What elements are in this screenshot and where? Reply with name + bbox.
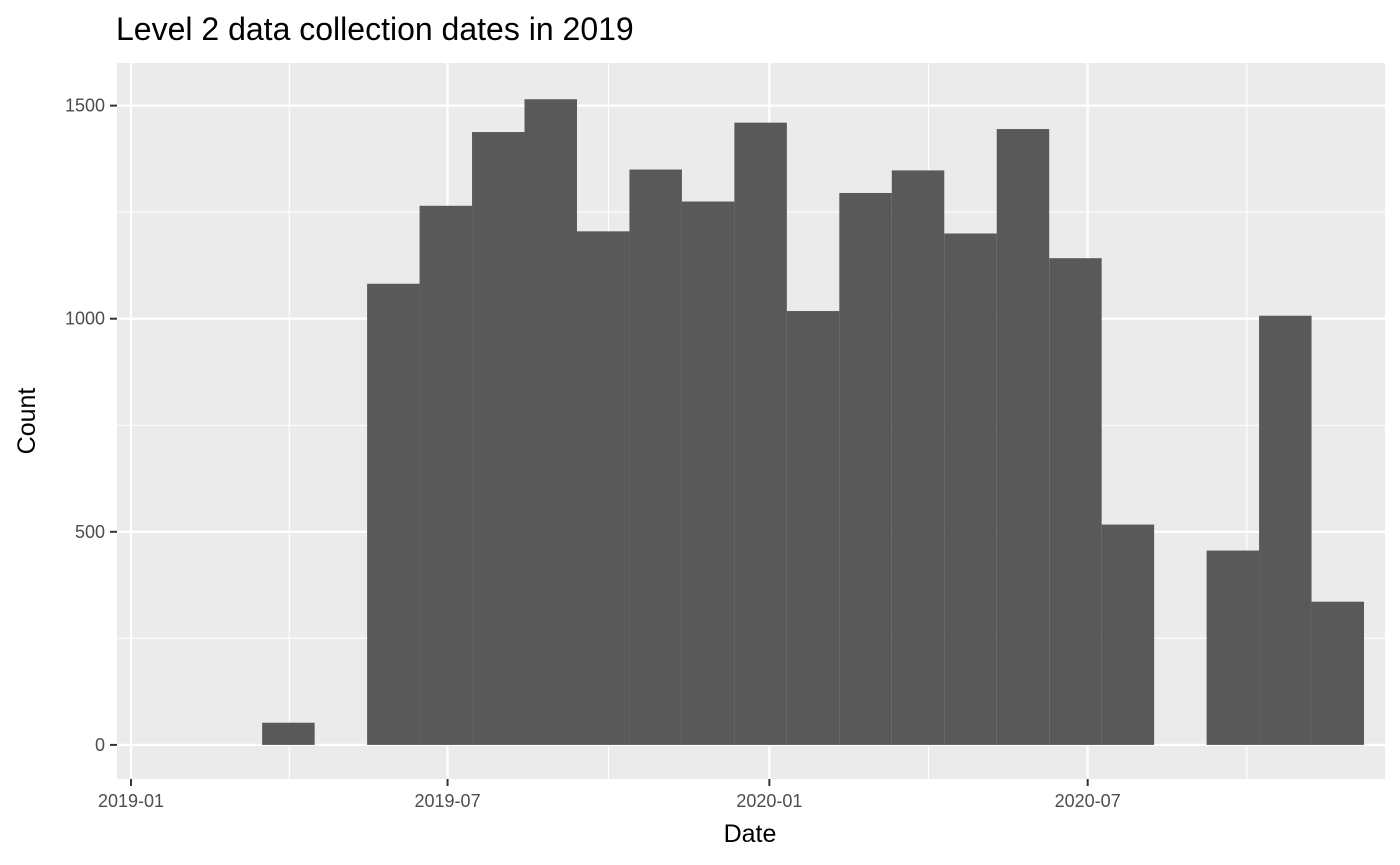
x-tick-label: 2020-07 xyxy=(1055,791,1121,811)
histogram-bar xyxy=(419,205,473,745)
histogram-bar xyxy=(262,722,315,745)
histogram-bar xyxy=(734,122,787,745)
histogram-bar xyxy=(367,283,420,745)
y-tick-label: 1500 xyxy=(65,96,105,116)
histogram-bar xyxy=(629,169,682,745)
histogram-bar xyxy=(524,99,577,745)
x-tick-label: 2020-01 xyxy=(736,791,802,811)
y-tick-label: 1000 xyxy=(65,309,105,329)
histogram-bar xyxy=(891,170,945,745)
x-tick-label: 2019-01 xyxy=(98,791,164,811)
histogram-bar xyxy=(1101,524,1155,745)
histogram-bar xyxy=(944,233,997,745)
histogram-bar xyxy=(1206,550,1260,745)
histogram-bar xyxy=(839,192,892,745)
x-tick-label: 2019-07 xyxy=(415,791,481,811)
histogram-bars xyxy=(262,99,1365,745)
y-axis: 0 500 1000 1500 xyxy=(65,96,117,755)
y-tick-label: 500 xyxy=(75,522,105,542)
x-axis: 2019-01 2019-07 2020-01 2020-07 xyxy=(98,779,1121,811)
y-tick-label: 0 xyxy=(95,735,105,755)
histogram-bar xyxy=(1311,601,1365,745)
histogram-bar xyxy=(576,231,630,745)
histogram-bar xyxy=(1049,258,1102,745)
y-axis-title: Count xyxy=(13,388,41,455)
histogram-bar xyxy=(786,311,840,745)
histogram-bar xyxy=(996,129,1050,745)
x-axis-title: Date xyxy=(724,820,777,848)
chart-title: Level 2 data collection dates in 2019 xyxy=(116,11,634,47)
histogram-bar xyxy=(681,201,735,745)
histogram-bar xyxy=(1259,315,1312,745)
histogram-bar xyxy=(472,132,525,745)
